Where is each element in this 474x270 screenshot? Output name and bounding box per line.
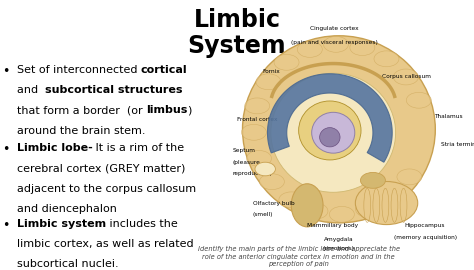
Ellipse shape <box>360 173 385 188</box>
Ellipse shape <box>319 128 340 147</box>
Ellipse shape <box>292 184 323 227</box>
Ellipse shape <box>406 92 431 108</box>
Text: subcortical structures: subcortical structures <box>45 85 182 95</box>
Text: cortical: cortical <box>141 65 187 75</box>
Ellipse shape <box>256 74 281 90</box>
Text: Fornix: Fornix <box>262 69 280 74</box>
Ellipse shape <box>356 181 418 225</box>
Text: includes the: includes the <box>106 219 177 229</box>
Text: Set of interconnected: Set of interconnected <box>17 65 141 75</box>
Text: Amygdala: Amygdala <box>324 237 354 242</box>
Text: Stria terminalis: Stria terminalis <box>441 141 474 147</box>
Text: Identify the main parts of the limbic lobe and appreciate the
role of the anteri: Identify the main parts of the limbic lo… <box>198 246 400 267</box>
Text: •: • <box>2 143 10 156</box>
Ellipse shape <box>323 36 348 52</box>
Text: Cingulate cortex: Cingulate cortex <box>310 26 359 31</box>
Ellipse shape <box>255 162 275 176</box>
Text: limbus: limbus <box>146 105 187 115</box>
Text: (memory acquisition): (memory acquisition) <box>393 235 456 239</box>
Text: Limbic
System: Limbic System <box>188 8 286 58</box>
Text: (pain and visceral responses): (pain and visceral responses) <box>291 39 378 45</box>
Ellipse shape <box>393 69 419 85</box>
Text: reproduction): reproduction) <box>232 171 272 176</box>
Text: Olfactory bulb: Olfactory bulb <box>253 201 294 205</box>
Text: Mammillary body: Mammillary body <box>307 223 358 228</box>
Text: Limbic system: Limbic system <box>17 219 106 229</box>
Text: and: and <box>17 85 45 95</box>
Ellipse shape <box>245 98 270 114</box>
Ellipse shape <box>279 192 304 208</box>
Text: Hippocampus: Hippocampus <box>405 223 446 228</box>
Text: Corpus callosum: Corpus callosum <box>383 73 431 79</box>
Ellipse shape <box>243 36 435 223</box>
Ellipse shape <box>271 73 396 192</box>
Ellipse shape <box>397 169 422 185</box>
Polygon shape <box>267 74 392 162</box>
Ellipse shape <box>241 124 266 140</box>
Ellipse shape <box>303 203 328 219</box>
Text: limbic cortex, as well as related: limbic cortex, as well as related <box>17 239 193 249</box>
Text: cerebral cortex (GREY matter): cerebral cortex (GREY matter) <box>17 163 185 173</box>
Text: Limbic lobe-: Limbic lobe- <box>17 143 92 153</box>
Text: Frontal cortex: Frontal cortex <box>237 117 277 122</box>
Ellipse shape <box>350 40 375 56</box>
Text: and diencephalon: and diencephalon <box>17 204 117 214</box>
Ellipse shape <box>274 54 299 70</box>
Ellipse shape <box>312 112 355 153</box>
Text: •: • <box>2 219 10 232</box>
Text: Thalamus: Thalamus <box>434 114 463 119</box>
Ellipse shape <box>299 101 361 160</box>
Text: around the brain stem.: around the brain stem. <box>17 126 145 136</box>
Ellipse shape <box>246 150 272 166</box>
Ellipse shape <box>329 206 355 222</box>
Ellipse shape <box>374 51 399 67</box>
Text: It is a rim of the: It is a rim of the <box>92 143 184 153</box>
Ellipse shape <box>297 42 322 57</box>
Text: subcortical nuclei.: subcortical nuclei. <box>17 259 118 269</box>
Text: adjacent to the corpus callosum: adjacent to the corpus callosum <box>17 184 196 194</box>
Text: (emotions): (emotions) <box>323 246 355 251</box>
Ellipse shape <box>356 201 381 217</box>
Ellipse shape <box>379 188 404 204</box>
Text: (pleasure: (pleasure <box>232 160 260 165</box>
Text: that form a border  (or: that form a border (or <box>17 105 146 115</box>
Text: (smell): (smell) <box>253 212 273 217</box>
Ellipse shape <box>259 174 284 190</box>
Text: Septum: Septum <box>232 148 255 153</box>
Text: •: • <box>2 65 10 78</box>
Text: ): ) <box>187 105 191 115</box>
